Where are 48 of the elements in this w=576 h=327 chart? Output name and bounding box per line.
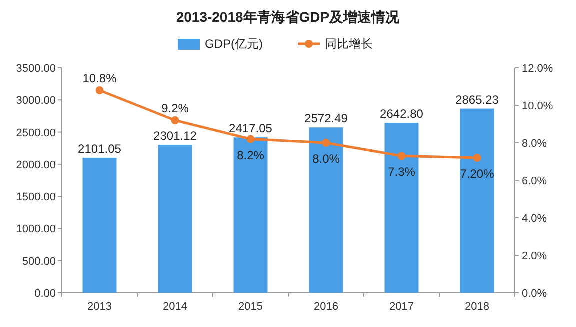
x-tick-label: 2017 [390, 301, 414, 313]
x-tick-label: 2018 [465, 301, 490, 313]
data-label: 9.2% [162, 102, 190, 116]
data-label: 2301.12 [154, 129, 198, 144]
y-tick-label: 2000.00 [16, 159, 56, 172]
point [171, 116, 180, 124]
chart-title: 2013-2018年青海省GDP及增速情况 [176, 9, 401, 25]
x-tick-label: 2014 [163, 301, 188, 313]
y2-tick-label: 6.0% [522, 176, 548, 188]
point [246, 135, 255, 144]
bar [460, 108, 494, 293]
bar [384, 123, 419, 293]
data-label: 8.0% [312, 152, 340, 166]
point [322, 139, 330, 147]
data-label: 8.2% [237, 148, 265, 162]
data-label: 2642.80 [380, 107, 424, 122]
y-tick-label: 3500.00 [16, 63, 56, 75]
y2-tick-label: 10.0% [522, 100, 554, 112]
legend-label: GDP(亿元) [205, 37, 263, 51]
y-tick-label: 1000.00 [16, 224, 56, 236]
y2-tick-label: 12.0% [522, 63, 554, 75]
point [398, 152, 406, 160]
data-label: 2865.23 [456, 92, 500, 107]
x-tick-label: 2015 [238, 301, 263, 313]
y-tick-label: 3000.00 [16, 95, 56, 108]
bar [309, 128, 344, 293]
data-label: 7.3% [388, 165, 416, 180]
data-label: 2572.49 [304, 112, 348, 126]
y-tick-label: 2500.00 [16, 127, 56, 140]
data-label: 2417.05 [229, 122, 273, 136]
y2-tick-label: 2.0% [522, 250, 548, 262]
data-label: 2101.05 [78, 142, 122, 156]
x-tick-label: 2013 [88, 301, 112, 313]
y-tick-label: 0.00 [34, 288, 56, 300]
x-tick-label: 2016 [314, 301, 338, 313]
y-tick-label: 1500.00 [16, 192, 56, 204]
y2-tick-label: 0.0% [522, 288, 548, 300]
legend-label: 同比增长 [325, 37, 373, 51]
bar [234, 138, 268, 293]
point [96, 86, 104, 94]
y2-tick-label: 8.0% [522, 138, 548, 150]
data-label: 7.20% [460, 167, 495, 181]
point [473, 154, 482, 162]
data-label: 10.8% [82, 72, 118, 86]
y2-tick-label: 4.0% [522, 213, 548, 225]
bar [158, 145, 192, 293]
bar [82, 158, 117, 293]
y-tick-label: 500.00 [22, 256, 56, 268]
